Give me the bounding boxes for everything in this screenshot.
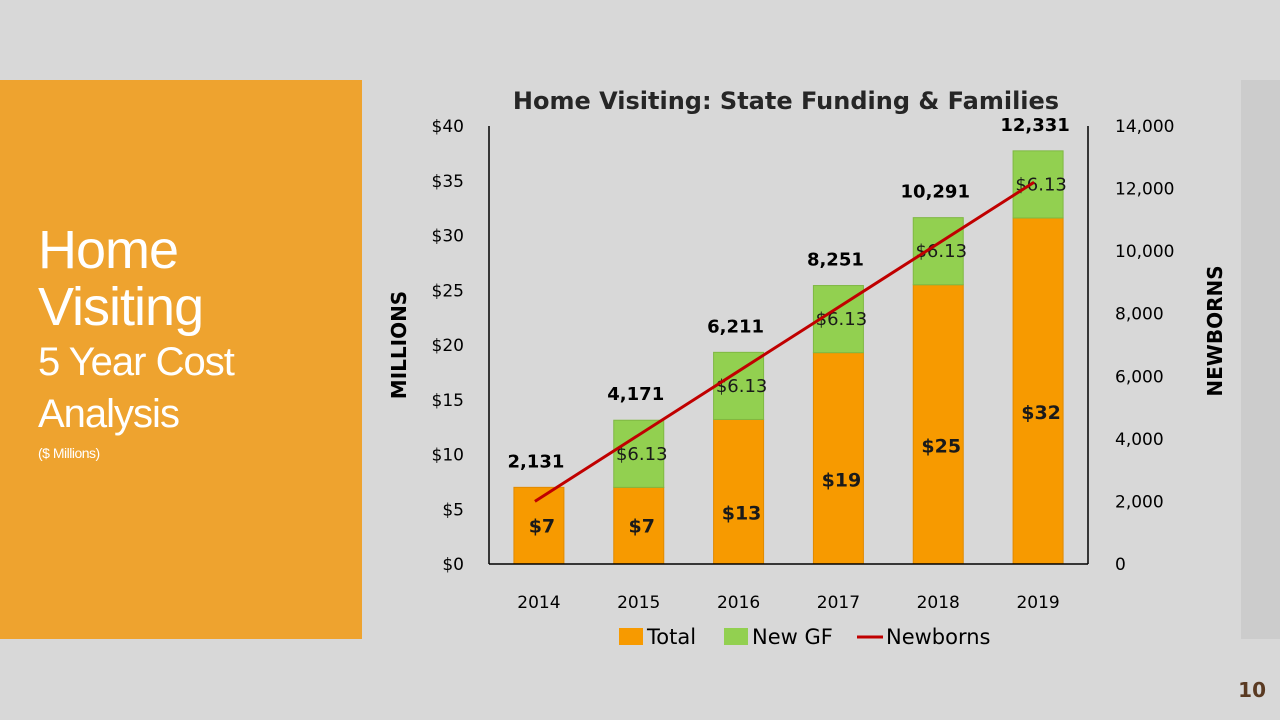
- bar-total: [713, 418, 765, 565]
- y2-axis-title: NEWBORNS: [1203, 265, 1227, 396]
- new-gf-data-label: $6.13: [816, 309, 868, 330]
- bar-total: [812, 352, 864, 565]
- y2-tick-label: 2,000: [1115, 492, 1164, 512]
- total-data-label: $32: [1021, 402, 1061, 424]
- legend-new-gf-swatch: [724, 628, 748, 645]
- y-tick-label: $0: [442, 555, 464, 575]
- new-gf-data-label: $6.13: [716, 376, 768, 397]
- right-decor-bar: [1241, 80, 1280, 639]
- x-tick-label: 2014: [517, 593, 560, 613]
- y2-tick-label: 4,000: [1115, 430, 1164, 450]
- y-tick-label: $35: [432, 172, 464, 192]
- y-tick-label: $30: [432, 227, 464, 247]
- slide-subtitle-line2: Analysis: [38, 392, 180, 437]
- x-tick-label: 2016: [717, 593, 760, 613]
- newborns-data-label: 12,331: [1000, 115, 1069, 136]
- bar-new-gf: [713, 351, 765, 420]
- y-tick-label: $15: [432, 391, 464, 411]
- x-tick-label: 2019: [1016, 593, 1059, 613]
- y2-tick-label: 10,000: [1115, 242, 1174, 262]
- total-data-label: $7: [529, 516, 555, 538]
- y-tick-label: $25: [432, 281, 464, 301]
- y-tick-label: $10: [432, 446, 464, 466]
- total-data-label: $13: [722, 503, 762, 525]
- y-tick-label: $40: [432, 117, 464, 137]
- chart-title: Home Visiting: State Funding & Families: [513, 87, 1059, 115]
- newborns-data-label: 10,291: [901, 182, 970, 203]
- newborns-data-label: 4,171: [607, 384, 664, 405]
- newborns-data-label: 2,131: [507, 451, 564, 472]
- slide-units-note: ($ Millions): [38, 445, 100, 462]
- legend-total-label: Total: [646, 625, 696, 649]
- legend-total-swatch: [619, 628, 643, 645]
- newborns-data-label: 6,211: [707, 316, 764, 337]
- legend-newborns-label: Newborns: [886, 625, 991, 649]
- slide-title-line2: Visiting: [38, 276, 204, 337]
- y2-tick-label: 8,000: [1115, 305, 1164, 325]
- combo-chart: Home Visiting: State Funding & Families …: [387, 87, 1227, 649]
- x-tick-label: 2017: [817, 593, 860, 613]
- new-gf-data-label: $6.13: [915, 241, 967, 262]
- bar-new-gf: [912, 217, 964, 286]
- y2-tick-label: 6,000: [1115, 367, 1164, 387]
- newborns-data-label: 8,251: [807, 250, 864, 271]
- new-gf-data-label: $6.13: [1015, 174, 1067, 195]
- x-tick-label: 2018: [917, 593, 960, 613]
- slide-title-line1: Home: [38, 220, 179, 280]
- bar-total: [912, 284, 964, 565]
- title-panel: [0, 80, 362, 639]
- total-data-label: $25: [921, 435, 961, 457]
- y2-tick-label: 14,000: [1115, 117, 1174, 137]
- y-axis-title: MILLIONS: [387, 291, 411, 399]
- slide-subtitle-line1: 5 Year Cost: [38, 340, 235, 385]
- chart-area: Home Visiting: State Funding & Families …: [362, 80, 1241, 670]
- legend-new-gf-label: New GF: [752, 625, 833, 649]
- total-data-label: $19: [822, 469, 862, 491]
- bar-total: [1012, 217, 1064, 565]
- bar-new-gf: [613, 419, 665, 488]
- y2-tick-label: 12,000: [1115, 180, 1174, 200]
- bar-new-gf: [1012, 150, 1064, 219]
- slide-title: Home Visiting 5 Year Cost Analysis ($ Mi…: [38, 220, 348, 462]
- x-tick-label: 2015: [617, 593, 660, 613]
- new-gf-data-label: $6.13: [616, 444, 668, 465]
- newborns-line: [534, 180, 1035, 503]
- y2-tick-label: 0: [1115, 555, 1126, 575]
- total-data-label: $7: [629, 516, 655, 538]
- page-number: 10: [1238, 678, 1266, 702]
- y-tick-label: $20: [432, 336, 464, 356]
- y-tick-label: $5: [442, 500, 464, 520]
